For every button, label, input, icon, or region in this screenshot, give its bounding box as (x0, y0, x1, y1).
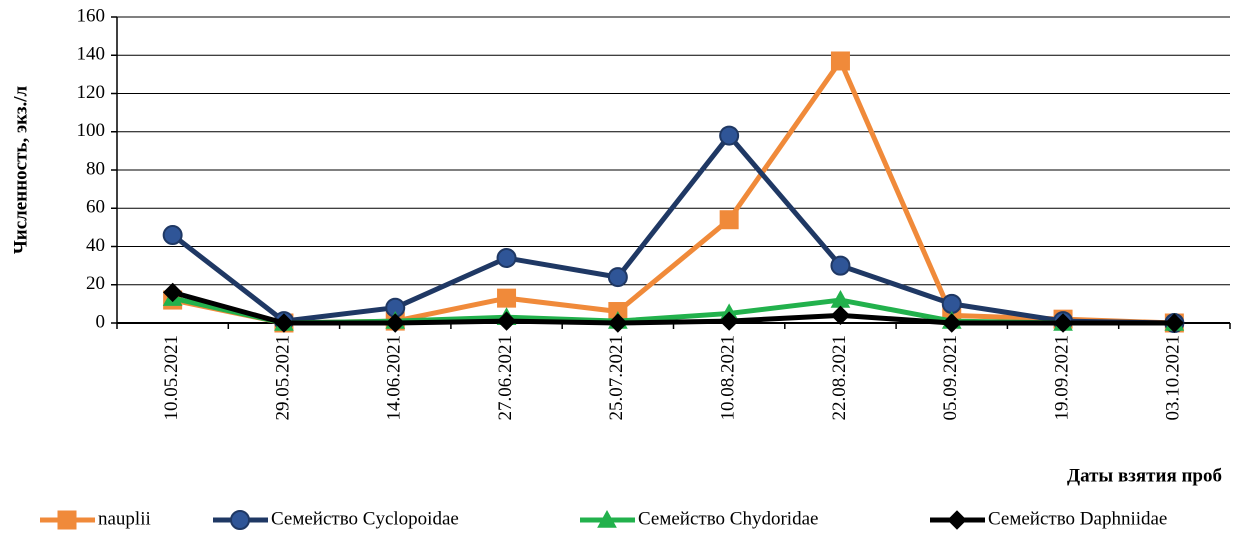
y-tick-label: 140 (77, 44, 106, 65)
legend-label: Семейство Daphniidae (988, 508, 1167, 529)
data-point (719, 210, 739, 230)
y-tick-label: 0 (96, 311, 106, 332)
x-tick-label: 29.05.2021 (272, 335, 293, 421)
legend-label: Семейство Cyclopoidae (271, 508, 459, 529)
x-tick-label: 10.08.2021 (718, 335, 739, 421)
y-tick-label: 120 (77, 82, 106, 103)
data-point (608, 313, 628, 333)
x-axis-title: Даты взятия проб (1067, 465, 1222, 486)
data-point (830, 305, 851, 326)
y-axis-title: Численность, экз./л (10, 85, 31, 254)
data-point (830, 51, 850, 71)
y-tick-label: 80 (86, 158, 105, 179)
data-point (607, 267, 628, 288)
data-point (719, 125, 740, 146)
legend-marker (947, 510, 967, 530)
x-tick-label: 19.09.2021 (1051, 335, 1072, 421)
data-point (941, 293, 962, 314)
data-point (1053, 313, 1073, 333)
data-point (830, 255, 851, 276)
data-point (719, 311, 739, 331)
data-point (385, 313, 405, 333)
x-tick-label: 10.05.2021 (161, 335, 182, 421)
legend-marker (57, 510, 77, 530)
y-tick-label: 20 (86, 273, 105, 294)
y-tick-label: 60 (86, 197, 105, 218)
data-point (162, 282, 183, 303)
data-point (497, 288, 517, 308)
data-point (274, 313, 294, 333)
data-point (942, 313, 962, 333)
series-line (171, 133, 1175, 326)
x-tick-label: 27.06.2021 (495, 335, 516, 421)
y-tick-label: 100 (77, 120, 106, 141)
data-point (1164, 313, 1185, 333)
data-point (496, 311, 517, 331)
legend-label: nauplii (98, 508, 151, 529)
x-tick-label: 14.06.2021 (384, 335, 405, 421)
legend-marker (597, 509, 617, 528)
y-tick-label: 40 (86, 235, 105, 256)
x-tick-label: 03.10.2021 (1163, 335, 1184, 421)
series-line (171, 289, 1175, 326)
data-point (162, 225, 183, 246)
x-tick-label: 25.07.2021 (606, 335, 627, 421)
legend-marker (230, 510, 250, 530)
x-tick-label: 22.08.2021 (829, 335, 850, 421)
data-point (496, 247, 517, 268)
y-tick-label: 160 (77, 5, 106, 26)
series-line (172, 58, 1175, 326)
legend-label: Семейство Chydoridae (638, 508, 818, 529)
x-tick-label: 05.09.2021 (940, 335, 961, 421)
